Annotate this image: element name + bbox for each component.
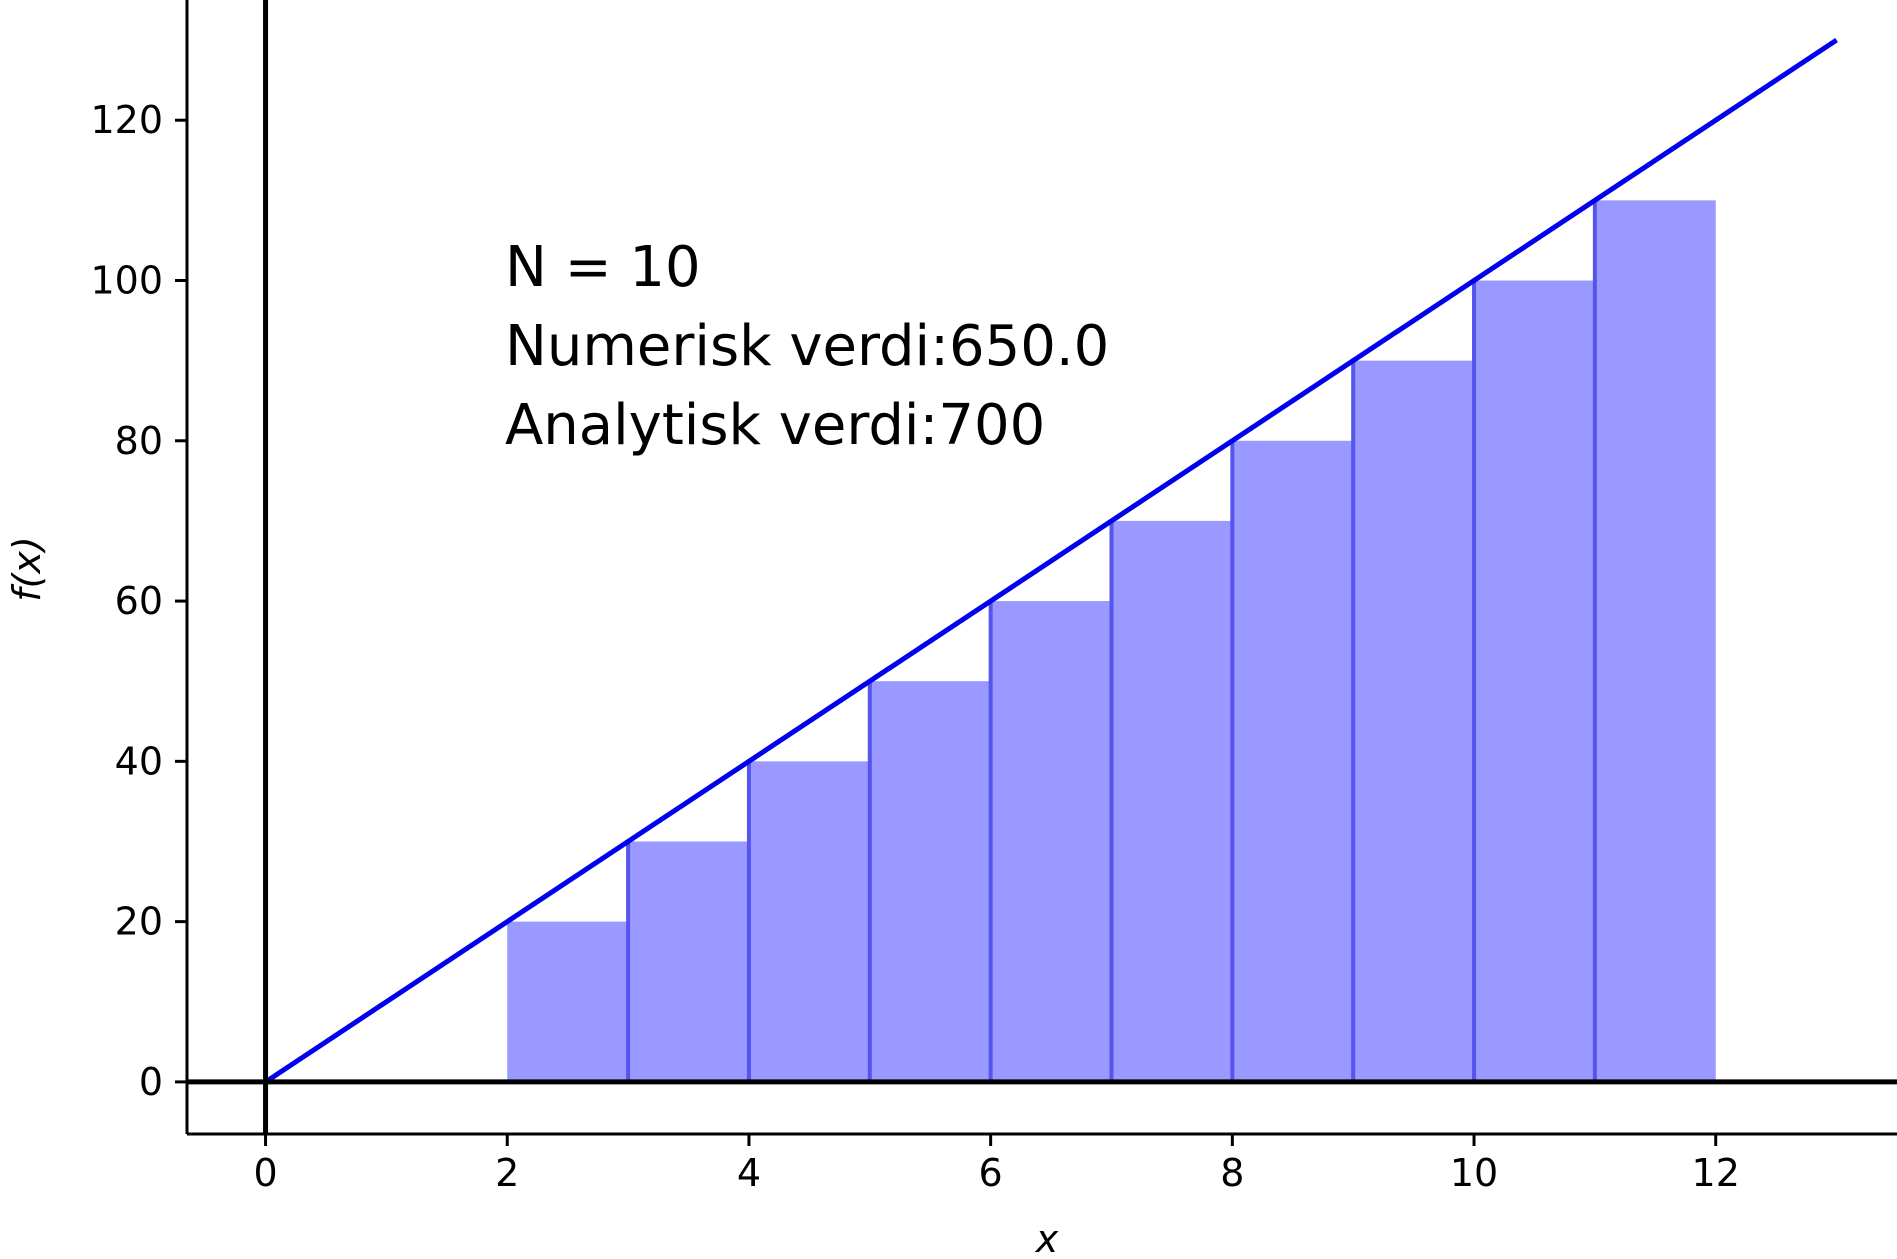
- axes: [185, 0, 1897, 1136]
- bar-6: [1232, 440, 1354, 1082]
- bars: [507, 200, 1716, 1082]
- bar-7: [1353, 360, 1475, 1082]
- annotation-n: N = 10: [505, 235, 701, 300]
- line-f: [264, 37, 1838, 1084]
- bar-1: [628, 841, 749, 1082]
- x-tick-label: 0: [253, 1151, 277, 1195]
- y-tick-label: 60: [115, 579, 163, 623]
- function-line: [264, 37, 1838, 1084]
- annotation-analytisk: Analytisk verdi:700: [505, 393, 1045, 458]
- x-tick-label: 6: [979, 1151, 1003, 1195]
- bar-5: [1111, 520, 1233, 1082]
- y-tick-label: 120: [90, 98, 163, 142]
- x-tick-label: 12: [1692, 1151, 1740, 1195]
- bar-0: [507, 921, 629, 1082]
- y-tick-label: 20: [115, 900, 163, 944]
- y-tick-label: 0: [139, 1060, 163, 1104]
- x-axis-label: x: [1035, 1217, 1059, 1259]
- annotation-numerisk: Numerisk verdi:650.0: [505, 314, 1109, 379]
- x-tick-label: 10: [1450, 1151, 1498, 1195]
- y-tick-label: 80: [115, 419, 163, 463]
- bar-8: [1474, 280, 1595, 1082]
- bar-4: [990, 601, 1112, 1082]
- y-axis-label: f(x): [5, 536, 49, 602]
- y-tick-label: 40: [115, 739, 163, 783]
- y-tick-label: 100: [90, 258, 163, 302]
- x-tick-label: 8: [1220, 1151, 1244, 1195]
- bar-3: [869, 681, 991, 1082]
- bar-2: [748, 761, 870, 1082]
- x-tick-label: 4: [737, 1151, 761, 1195]
- x-tick-label: 2: [495, 1151, 519, 1195]
- bar-9: [1594, 200, 1716, 1082]
- annotation-box: N = 10 Numerisk verdi:650.0 Analytisk ve…: [505, 235, 1109, 458]
